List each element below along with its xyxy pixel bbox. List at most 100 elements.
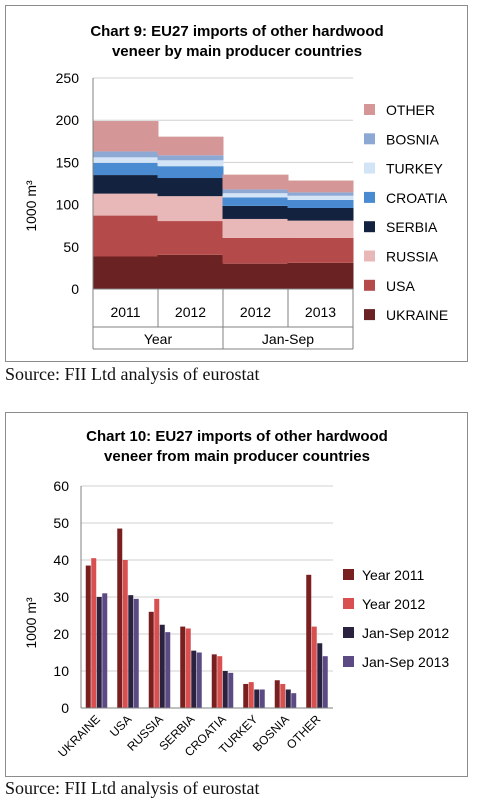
chart-10-ytick-label: 10 — [53, 663, 69, 679]
chart-9-legend-label: SERBIA — [386, 219, 438, 235]
chart-10-legend-label: Jan-Sep 2012 — [362, 625, 449, 641]
chart-9-bar-segment — [222, 174, 289, 190]
chart-9-ylabel: 1000 m³ — [23, 180, 39, 232]
chart-10-legend-label: Year 2011 — [362, 567, 424, 583]
chart-9-title-line-1: Chart 9: EU27 imports of other hardwood — [90, 23, 383, 40]
chart-9-bar-segment — [287, 192, 354, 196]
chart-10-source: Source: FII Ltd analysis of eurostat — [5, 778, 260, 798]
chart-9-legend-label: USA — [386, 278, 415, 294]
chart-10-xtick-label: UKRAINE — [55, 712, 103, 760]
chart-9-bar-segment — [92, 193, 159, 216]
chart-10-bar — [122, 560, 128, 708]
chart-10-ytick-label: 30 — [53, 589, 69, 605]
chart-9-xtick-label: 2012 — [175, 304, 206, 320]
chart-9-ytick-label: 100 — [56, 197, 80, 213]
chart-10-bar — [96, 597, 102, 708]
chart-10-bar — [311, 626, 317, 708]
chart-10-bar — [165, 632, 171, 708]
chart-10-bar — [117, 528, 123, 708]
chart-9-xtick-label: 2011 — [110, 304, 140, 320]
chart-9-bar-segment — [157, 221, 224, 255]
chart-9-group-label: Year — [144, 331, 173, 347]
chart-9-xtick-label: 2012 — [240, 304, 271, 320]
chart-9-legend-swatch — [364, 104, 375, 115]
chart-9-bar-segment — [157, 254, 224, 289]
chart-9-ytick-label: 150 — [56, 154, 80, 170]
chart-9-bar-segment — [222, 189, 289, 194]
chart-9-legend-label: TURKEY — [386, 161, 443, 177]
chart-10-bar — [148, 611, 154, 708]
chart-10-legend-swatch — [343, 598, 354, 609]
chart-10-bar — [274, 680, 280, 708]
chart-9-title-line-2: veneer by main producer countries — [112, 43, 362, 60]
chart-9-legend-label: RUSSIA — [386, 249, 439, 265]
chart-9-bar-segment — [222, 205, 289, 219]
chart-10-bar — [191, 650, 197, 708]
chart-9-bar-segment — [92, 162, 159, 176]
chart-9-bar-segment — [157, 166, 224, 179]
chart-9-xtick-label: 2013 — [305, 304, 336, 320]
chart-9-bar-segment — [287, 220, 354, 238]
chart-9-bar-segment — [92, 151, 159, 158]
chart-9-legend-swatch — [364, 221, 375, 233]
chart-10-bar — [211, 654, 217, 708]
chart-10-bar — [280, 683, 286, 708]
chart-10-bar — [285, 689, 291, 708]
chart-9-bar-segment — [287, 262, 354, 289]
chart-9-group-label: Jan-Sep — [262, 331, 314, 347]
chart-9-bar-segment — [92, 256, 159, 289]
chart-9-legend-swatch — [364, 133, 375, 145]
chart-9-legend-swatch — [364, 162, 375, 174]
chart-9-legend-label: UKRAINE — [386, 307, 448, 323]
chart-10-bar — [322, 656, 328, 708]
chart-10-bar — [228, 672, 234, 708]
chart-9-bar-segment — [157, 155, 224, 161]
chart-10-panel: Chart 10: EU27 imports of other hardwood… — [5, 412, 468, 777]
chart-9-ytick-label: 250 — [56, 70, 80, 86]
chart-10-ytick-label: 50 — [53, 515, 69, 531]
chart-9-bar-segment — [92, 121, 159, 152]
chart-10-bar — [217, 656, 223, 708]
chart-10-title-line-2: veneer from main producer countries — [104, 448, 370, 465]
chart-10-legend-swatch — [343, 569, 354, 580]
chart-9-bar-segment — [157, 196, 224, 222]
chart-9-bar-segment — [222, 237, 289, 264]
chart-10-legend-label: Jan-Sep 2013 — [362, 654, 449, 670]
chart-10-bar — [154, 598, 160, 708]
chart-10-xtick-label: USA — [107, 712, 134, 739]
chart-10-bar — [185, 628, 191, 708]
chart-9-bar-segment — [92, 157, 159, 163]
chart-10-ytick-label: 20 — [53, 626, 69, 642]
chart-10-ylabel: 1000 m³ — [23, 597, 39, 649]
chart-10-bar — [159, 624, 165, 708]
chart-10-bar — [254, 689, 260, 708]
chart-9-ytick-label: 200 — [56, 112, 80, 128]
chart-9-legend-swatch — [364, 309, 375, 321]
chart-9-legend-swatch — [364, 250, 375, 262]
chart-10-bar — [133, 598, 139, 708]
chart-9-legend-swatch — [364, 279, 375, 291]
chart-10-bar — [128, 595, 134, 708]
chart-10-legend-swatch — [343, 627, 354, 638]
chart-9-legend-swatch — [364, 191, 375, 203]
chart-10-xtick-label: OTHER — [284, 712, 324, 752]
chart-9-bar-segment — [157, 136, 224, 156]
chart-9-bar-segment — [92, 175, 159, 194]
chart-9-bar-segment — [287, 207, 354, 221]
chart-9-legend-label: OTHER — [386, 102, 435, 118]
chart-10-bar — [222, 671, 228, 708]
chart-9-bar-segment — [157, 178, 224, 197]
chart-9-bar-segment — [222, 197, 289, 206]
chart-10-bar — [91, 558, 97, 708]
chart-10-bar — [243, 683, 249, 708]
chart-9-panel: Chart 9: EU27 imports of other hardwood … — [5, 5, 468, 362]
chart-10-legend-label: Year 2012 — [362, 596, 426, 612]
chart-9-ytick-label: 50 — [63, 239, 79, 255]
chart-10-ytick-label: 0 — [61, 700, 69, 716]
chart-9-source: Source: FII Ltd analysis of eurostat — [5, 364, 260, 384]
chart-10-bar — [317, 643, 323, 708]
chart-9-bar-segment — [287, 180, 354, 193]
chart-10-svg: Chart 10: EU27 imports of other hardwood… — [23, 428, 449, 760]
chart-9-bar-segment — [222, 263, 289, 289]
chart-10-ytick-label: 40 — [53, 552, 69, 568]
